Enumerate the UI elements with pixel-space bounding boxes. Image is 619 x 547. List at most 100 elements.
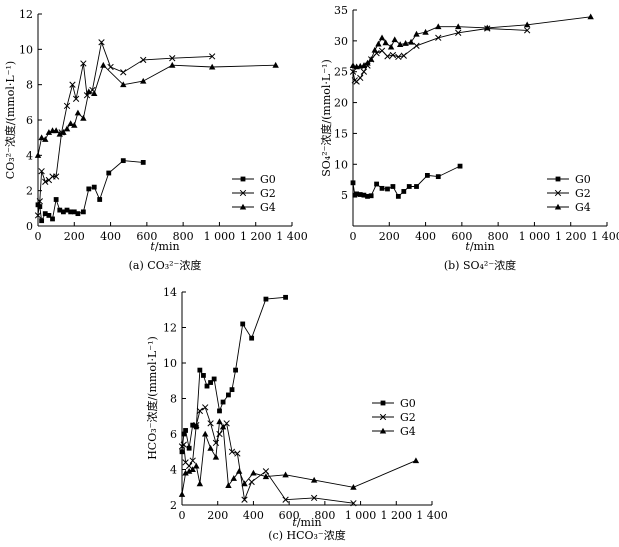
- data-point-G0: [186, 445, 192, 451]
- data-point-G0: [354, 191, 360, 197]
- y-axis-label: CO₃²⁻浓度/(mmol·L⁻¹): [3, 61, 17, 179]
- data-point-G2: [389, 51, 397, 59]
- legend-marker-G2: [554, 189, 562, 197]
- x-tick-label: 800: [488, 230, 509, 243]
- x-tick-label: 0: [350, 230, 357, 243]
- data-point-G0: [379, 185, 385, 191]
- y-tick-label: 8: [170, 393, 177, 406]
- data-point-G4: [484, 24, 491, 31]
- data-point-G0: [197, 367, 203, 373]
- data-point-G0: [201, 373, 206, 378]
- data-point-G2: [223, 420, 230, 427]
- data-point-G2: [140, 56, 147, 64]
- data-point-G0: [106, 170, 112, 176]
- data-point-G0: [86, 186, 92, 192]
- data-point-G4: [262, 473, 270, 480]
- y-tick-label: 20: [334, 97, 348, 110]
- series-G4: [34, 61, 279, 158]
- data-point-G0: [390, 184, 396, 189]
- series-G4: [349, 13, 594, 70]
- x-tick-label: 1 400: [591, 230, 619, 243]
- data-point-G2: [202, 404, 209, 411]
- data-point-G4: [349, 62, 357, 69]
- data-point-G0: [39, 218, 45, 224]
- series-G2: [34, 39, 216, 219]
- series-line-G4: [352, 16, 591, 68]
- x-axis-label: t/min: [150, 240, 179, 253]
- data-point-G2: [357, 74, 364, 82]
- data-point-G2: [196, 407, 204, 415]
- data-point-G4: [169, 61, 176, 68]
- data-point-G4: [387, 43, 395, 50]
- y-axis-label: SO₄²⁻浓度/(mmol·L⁻¹): [319, 59, 333, 177]
- x-tick-label: 1 400: [276, 230, 308, 243]
- data-point-G2: [38, 168, 45, 175]
- data-point-G0: [365, 193, 370, 199]
- x-tick-label: 0: [35, 230, 42, 243]
- data-point-G0: [208, 380, 213, 385]
- x-tick-label: 200: [379, 230, 400, 243]
- x-axis-label-var: t: [292, 516, 297, 529]
- data-point-G4: [196, 480, 204, 487]
- x-tick-label: 1 000: [204, 230, 236, 243]
- data-point-G4: [193, 462, 200, 469]
- legend-label-G4: G4: [575, 201, 591, 214]
- data-point-G4: [74, 109, 82, 116]
- data-point-G2: [42, 178, 49, 185]
- legend-label-G0: G0: [400, 397, 416, 410]
- data-point-G2: [120, 69, 127, 76]
- data-point-G4: [282, 471, 289, 478]
- data-point-G4: [120, 81, 127, 88]
- data-point-G4: [435, 23, 442, 30]
- y-tick-label: 4: [170, 464, 177, 477]
- data-point-G2: [262, 468, 270, 475]
- data-point-G0: [233, 367, 238, 373]
- data-point-G0: [361, 192, 367, 198]
- data-point-G0: [57, 207, 63, 213]
- x-tick-label: 200: [207, 509, 228, 522]
- x-axis-label: t/min: [292, 516, 321, 529]
- legend-label-G0: G0: [575, 173, 591, 186]
- x-tick-label: 0: [179, 509, 186, 522]
- data-point-G4: [378, 34, 386, 41]
- x-tick-label: 400: [243, 509, 264, 522]
- data-point-G4: [71, 122, 78, 128]
- data-point-G0: [283, 294, 288, 300]
- data-point-G2: [80, 60, 87, 67]
- data-point-G2: [216, 430, 223, 438]
- data-point-G0: [140, 160, 146, 165]
- x-tick-label: 600: [136, 230, 157, 243]
- data-point-G4: [189, 466, 196, 472]
- y-tick-label: 5: [341, 189, 348, 202]
- data-point-G4: [219, 423, 227, 430]
- x-tick-label: 1 000: [519, 230, 551, 243]
- y-tick-label: 10: [19, 43, 33, 56]
- legend-marker-G2: [239, 189, 247, 197]
- y-axis-label: HCO₃⁻浓度/(mmol·L⁻¹): [145, 336, 159, 460]
- data-point-G4: [208, 63, 216, 70]
- x-tick-label: 600: [279, 509, 300, 522]
- data-point-G0: [204, 383, 210, 389]
- data-point-G0: [53, 197, 59, 202]
- data-point-G0: [229, 387, 235, 393]
- series-G2: [349, 25, 531, 85]
- data-point-G0: [190, 422, 196, 428]
- data-point-G0: [183, 428, 188, 433]
- y-tick-label: 25: [334, 66, 348, 79]
- x-axis-label-var: t: [150, 240, 155, 253]
- x-tick-label: 1 000: [345, 509, 377, 522]
- data-point-G0: [374, 181, 379, 187]
- legend-label-G2: G2: [400, 411, 416, 424]
- data-point-G0: [395, 193, 401, 199]
- data-point-G0: [414, 184, 419, 189]
- data-point-G2: [98, 39, 105, 46]
- data-point-G4: [391, 36, 398, 43]
- data-point-G0: [424, 172, 430, 178]
- data-point-G4: [396, 41, 404, 48]
- data-point-G4: [413, 30, 420, 37]
- y-tick-label: 6: [26, 114, 33, 127]
- data-point-G4: [80, 114, 87, 121]
- data-point-G0: [350, 180, 356, 186]
- x-tick-label: 800: [314, 509, 335, 522]
